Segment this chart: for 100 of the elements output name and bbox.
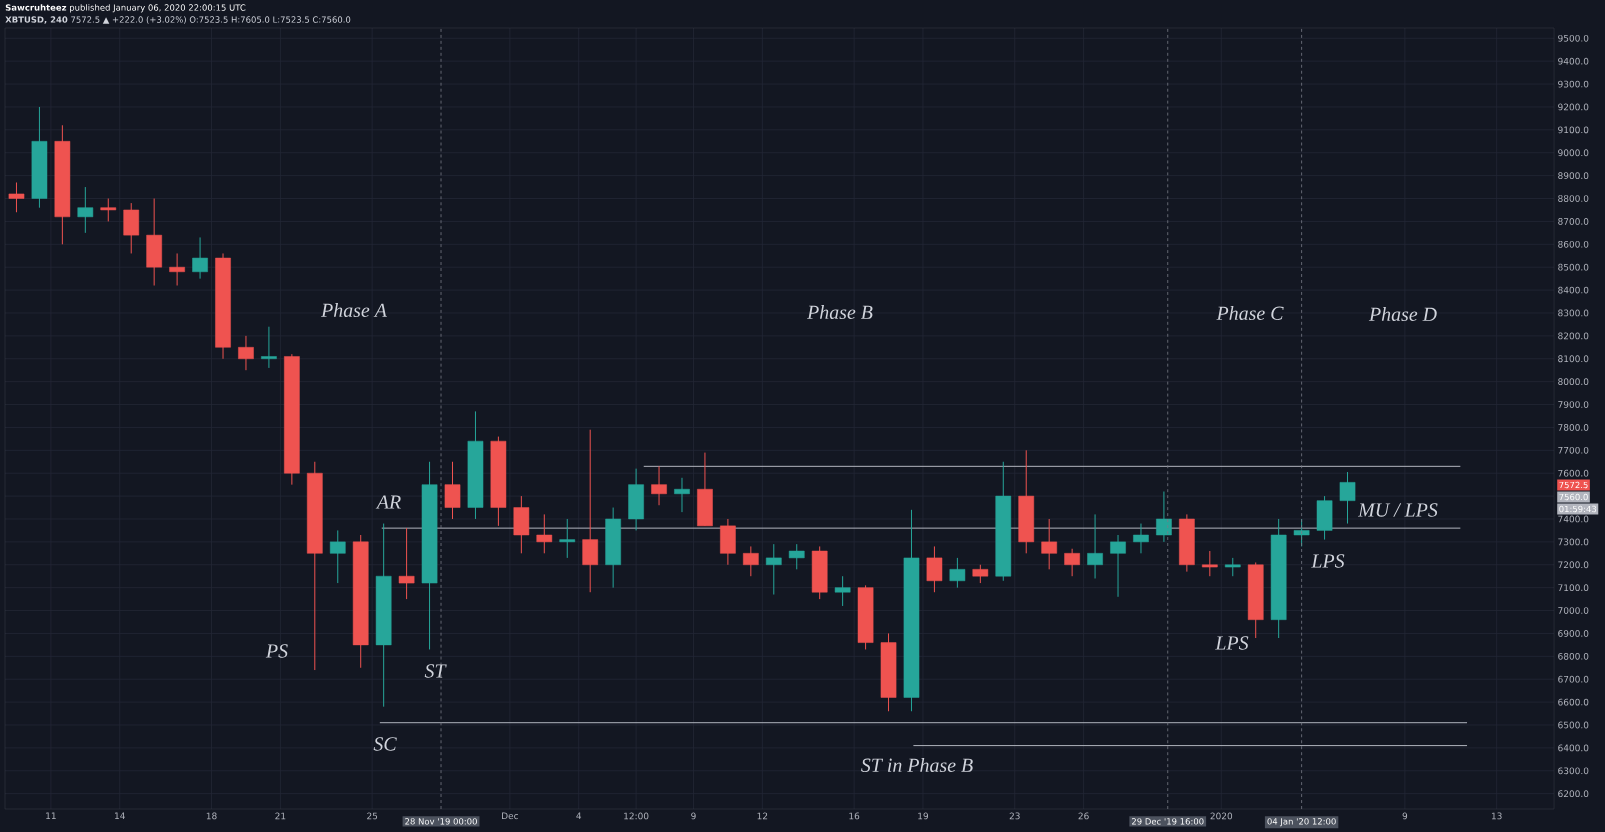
y-tick-label: 9200.0 xyxy=(1558,103,1589,111)
y-tick-label: 7600.0 xyxy=(1558,469,1589,477)
x-tick-label: 25 xyxy=(367,812,378,820)
annotation: AR xyxy=(375,495,401,509)
candlestick xyxy=(926,545,943,593)
annotation: Phase C xyxy=(1216,305,1284,321)
y-tick-label: 8100.0 xyxy=(1558,355,1589,363)
candlestick xyxy=(765,543,782,596)
candlestick xyxy=(192,236,208,280)
y-tick-label: 6500.0 xyxy=(1558,721,1589,729)
y-tick-label: 8500.0 xyxy=(1558,263,1589,271)
candlestick xyxy=(1156,491,1172,543)
y-tick-label: 6600.0 xyxy=(1558,698,1589,706)
x-tick-label: 21 xyxy=(275,812,286,820)
y-tick-label: 7900.0 xyxy=(1558,401,1589,408)
candlestick xyxy=(536,513,553,554)
candlestick xyxy=(1224,557,1241,577)
x-tick-label: 14 xyxy=(115,812,125,820)
y-tick-label: 9400.0 xyxy=(1558,57,1589,65)
x-tick-label: 9 xyxy=(691,812,696,820)
ref-line-label: 04 Jan '20 12:00 xyxy=(1267,818,1336,827)
annotation: Phase B xyxy=(806,304,873,320)
y-tick-label: 8300.0 xyxy=(1558,309,1589,317)
y-tick-label: 8700.0 xyxy=(1558,218,1589,225)
chart-subtitle: XBTUSD, 240 7572.5 ▲ +222.0 (+3.02%) O:7523.5 H:7605.0 L:7523.5 C:7560.0 xyxy=(5,16,351,24)
x-tick-label: 11 xyxy=(46,812,56,820)
ref-line-label: 28 Nov '19 00:00 xyxy=(405,818,477,825)
y-tick-label: 8800.0 xyxy=(1558,195,1589,202)
chart-title: Sawcruhteez published January 06, 2020 22:00:15 UTC xyxy=(5,4,246,13)
x-tick-label: 9 xyxy=(1402,812,1408,820)
candlestick xyxy=(398,527,415,600)
y-tick-label: 8900.0 xyxy=(1558,172,1589,180)
y-tick-label: 9500.0 xyxy=(1558,34,1589,42)
y-tick-label: 8400.0 xyxy=(1558,286,1589,294)
candlestick xyxy=(1339,471,1356,525)
y-tick-label: 6400.0 xyxy=(1558,744,1589,752)
annotation: Phase A xyxy=(320,302,387,318)
y-tick-label: 9300.0 xyxy=(1558,80,1589,88)
x-tick-label: 12 xyxy=(757,812,768,820)
candlestick xyxy=(972,564,989,584)
y-tick-label: 6700.0 xyxy=(1558,675,1589,683)
x-tick-label: 23 xyxy=(1009,812,1020,820)
candlestick xyxy=(949,557,966,589)
y-tick-label: 6900.0 xyxy=(1558,630,1589,637)
y-tick-label: 7400.0 xyxy=(1558,515,1589,523)
candlestick xyxy=(238,335,254,371)
text: 7572.5 xyxy=(1559,481,1588,489)
y-tick-label: 7200.0 xyxy=(1558,561,1589,569)
x-tick-label: 13 xyxy=(1491,812,1502,820)
text: 01:59:43 xyxy=(1559,505,1597,513)
y-tick-label: 7700.0 xyxy=(1558,446,1589,454)
y-tick-label: 9100.0 xyxy=(1558,126,1589,134)
annotation: ST xyxy=(424,664,447,678)
x-tick-label: 19 xyxy=(918,812,929,820)
annotation: PS xyxy=(265,644,288,658)
y-tick-label: 8000.0 xyxy=(1558,378,1589,386)
x-tick-label: 2020 xyxy=(1210,812,1233,820)
candlestick xyxy=(834,575,851,607)
y-tick-label: 6200.0 xyxy=(1558,790,1589,798)
candlestick xyxy=(261,326,277,369)
annotation: LPS xyxy=(1215,636,1249,650)
x-tick-label: 12:00 xyxy=(624,812,649,820)
candlestick xyxy=(674,477,690,513)
x-tick-label: Dec xyxy=(502,812,518,820)
y-tick-label: 7300.0 xyxy=(1558,538,1589,546)
candlestick xyxy=(1110,534,1126,598)
y-tick-label: 7800.0 xyxy=(1558,424,1589,431)
candlestick xyxy=(1202,550,1218,577)
x-tick-label: 16 xyxy=(849,812,860,820)
candlestick xyxy=(788,543,805,570)
annotation: Phase D xyxy=(1368,306,1437,322)
candlestick xyxy=(444,461,461,520)
candlestick xyxy=(329,529,346,584)
candlestick xyxy=(8,182,25,213)
candlestick xyxy=(651,465,667,506)
y-tick-label: 8600.0 xyxy=(1558,240,1589,248)
candlestick xyxy=(559,518,576,559)
candlestick xyxy=(100,198,117,222)
y-tick-label: 7000.0 xyxy=(1558,607,1589,614)
ref-line-label: 29 Dec '19 16:00 xyxy=(1132,818,1204,825)
annotation: MU / LPS xyxy=(1357,503,1438,517)
candlestick xyxy=(1041,518,1057,570)
annotation: ST in Phase B xyxy=(861,757,973,773)
x-tick-label: 18 xyxy=(206,812,217,820)
y-tick-label: 6800.0 xyxy=(1558,652,1589,660)
candlestick xyxy=(77,186,94,234)
candlestick xyxy=(1133,523,1149,554)
y-tick-label: 8200.0 xyxy=(1558,332,1589,340)
x-tick-label: 26 xyxy=(1078,812,1089,820)
y-tick-label: 7100.0 xyxy=(1558,584,1589,592)
annotation: LPS xyxy=(1311,554,1345,568)
annotation: SC xyxy=(373,737,397,751)
y-tick-label: 6300.0 xyxy=(1558,767,1589,775)
y-tick-label: 9000.0 xyxy=(1558,149,1589,157)
candlestick xyxy=(169,252,185,286)
x-tick-label: 4 xyxy=(576,812,582,820)
text: 7560.0 xyxy=(1559,493,1588,501)
candlestick xyxy=(1064,548,1080,577)
candlestick xyxy=(743,545,759,577)
candlestick xyxy=(1087,513,1103,579)
